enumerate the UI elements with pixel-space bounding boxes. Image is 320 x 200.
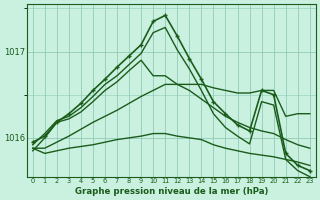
X-axis label: Graphe pression niveau de la mer (hPa): Graphe pression niveau de la mer (hPa) — [75, 187, 268, 196]
